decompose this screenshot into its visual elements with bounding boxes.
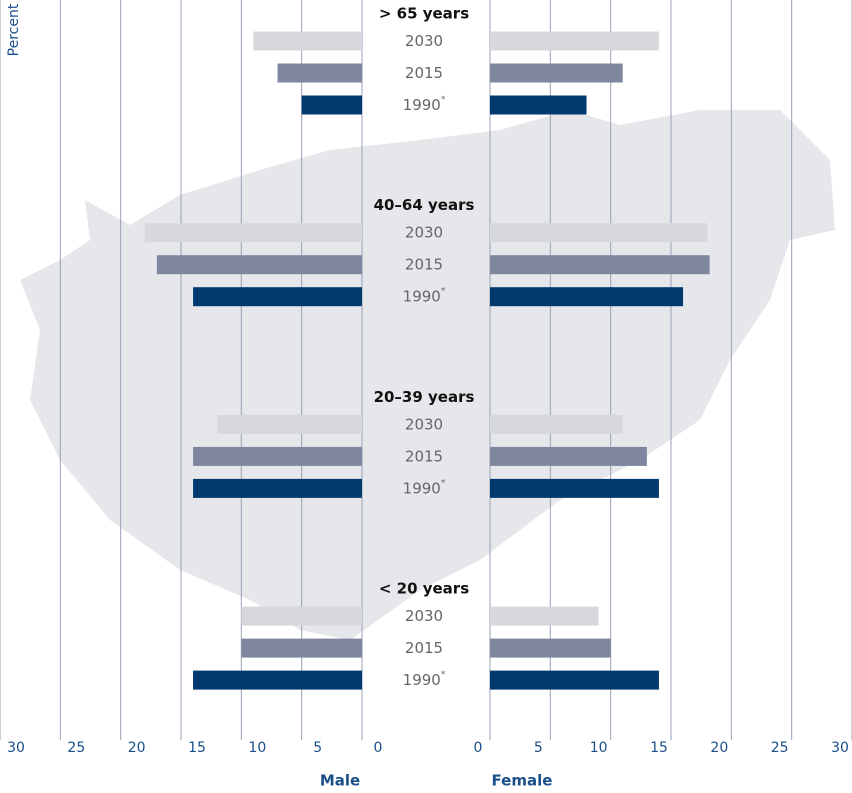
- series-name: 2030: [405, 415, 443, 433]
- series-label: 1990*: [403, 286, 446, 305]
- series-name: 1990: [403, 671, 441, 689]
- series-label: 2015: [405, 639, 443, 657]
- female-label: Female: [492, 772, 553, 790]
- bar: [490, 446, 647, 466]
- series-label: 1990*: [403, 478, 446, 497]
- series-note: *: [441, 95, 446, 105]
- bar: [193, 287, 362, 307]
- series-name: 1990: [403, 96, 441, 114]
- series-name: 2030: [405, 32, 443, 50]
- x-tick-label: 5: [534, 740, 543, 756]
- bar: [490, 63, 623, 83]
- x-tick-label: 10: [590, 740, 608, 756]
- series-name: 1990: [403, 479, 441, 497]
- bar: [490, 287, 684, 307]
- bar: [253, 31, 362, 51]
- series-note: *: [441, 286, 446, 296]
- series-name: 2015: [405, 255, 443, 273]
- group-title: < 20 years: [379, 580, 469, 598]
- bar: [490, 478, 659, 498]
- x-tick-label: 5: [313, 740, 322, 756]
- bar: [490, 606, 599, 626]
- x-tick-label: 15: [188, 740, 206, 756]
- series-note: *: [441, 670, 446, 680]
- group-title: > 65 years: [379, 5, 469, 23]
- x-tick-label: 0: [474, 740, 483, 756]
- x-tick-label: 25: [771, 740, 789, 756]
- series-name: 1990: [403, 287, 441, 305]
- y-axis-label: Percent: [6, 3, 22, 56]
- x-tick-label: 20: [710, 740, 728, 756]
- series-note: *: [441, 478, 446, 488]
- x-tick-label: 20: [128, 740, 146, 756]
- bar: [490, 95, 587, 115]
- group-title: 40–64 years: [374, 196, 475, 214]
- bar: [490, 223, 708, 243]
- bar: [490, 638, 611, 658]
- series-name: 2015: [405, 64, 443, 82]
- map-background: [20, 110, 835, 640]
- x-tick-label: 25: [67, 740, 85, 756]
- x-tick-label: 10: [248, 740, 266, 756]
- series-label: 1990*: [403, 95, 446, 114]
- series-label: 1990*: [403, 670, 446, 689]
- bar: [241, 638, 362, 658]
- bar: [193, 446, 362, 466]
- bar: [217, 414, 362, 434]
- bar: [490, 670, 659, 690]
- bar: [193, 478, 362, 498]
- series-name: 2030: [405, 223, 443, 241]
- bar: [144, 223, 362, 243]
- bar: [301, 95, 362, 115]
- bar: [490, 31, 659, 51]
- series-label: 2015: [405, 255, 443, 273]
- male-label: Male: [320, 772, 360, 790]
- series-name: 2015: [405, 639, 443, 657]
- series-name: 2030: [405, 607, 443, 625]
- bar: [156, 255, 362, 275]
- series-label: 2015: [405, 447, 443, 465]
- series-label: 2030: [405, 32, 443, 50]
- bar: [490, 414, 623, 434]
- series-label: 2030: [405, 223, 443, 241]
- group-title: 20–39 years: [374, 388, 475, 406]
- bar: [490, 255, 710, 275]
- x-tick-label: 15: [650, 740, 668, 756]
- x-tick-label: 0: [374, 740, 383, 756]
- x-tick-label: 30: [831, 740, 849, 756]
- bar: [193, 670, 362, 690]
- series-label: 2015: [405, 64, 443, 82]
- series-name: 2015: [405, 447, 443, 465]
- bar: [241, 606, 362, 626]
- series-label: 2030: [405, 415, 443, 433]
- x-tick-label: 30: [7, 740, 25, 756]
- series-label: 2030: [405, 607, 443, 625]
- bar: [277, 63, 362, 83]
